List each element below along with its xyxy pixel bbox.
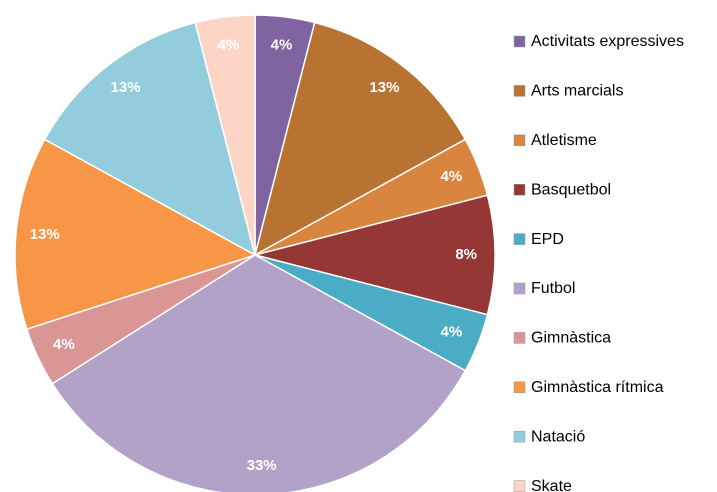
data-label: 4% bbox=[271, 36, 293, 53]
legend-swatch bbox=[513, 480, 526, 492]
legend-swatch bbox=[513, 430, 526, 443]
pie-slice bbox=[254, 194, 496, 316]
data-label: 33% bbox=[247, 457, 277, 474]
data-label: 13% bbox=[30, 226, 60, 243]
legend-swatch bbox=[513, 381, 526, 394]
legend-swatch bbox=[513, 282, 526, 295]
legend-swatch bbox=[513, 35, 526, 48]
data-label: 4% bbox=[53, 336, 75, 353]
legend-swatch bbox=[513, 134, 526, 147]
legend-swatch bbox=[513, 233, 526, 245]
legend-label: Skate bbox=[531, 478, 572, 492]
pie-slice bbox=[253, 21, 467, 257]
legend-swatch bbox=[513, 85, 526, 97]
data-label: 4% bbox=[441, 324, 463, 341]
data-label: 8% bbox=[455, 246, 477, 263]
data-label: 4% bbox=[218, 36, 240, 53]
legend-label: Atletisme bbox=[531, 132, 597, 149]
legend-label: Gimnàstica bbox=[531, 330, 611, 347]
legend-label: Natació bbox=[531, 428, 585, 445]
data-label: 4% bbox=[441, 168, 463, 185]
pie-slice bbox=[194, 14, 256, 256]
legend-label: Basquetbol bbox=[531, 181, 611, 198]
pie-slice bbox=[14, 138, 257, 331]
legend-label: Arts marcials bbox=[531, 83, 623, 100]
legend-label: EPD bbox=[531, 231, 564, 248]
legend-swatch bbox=[513, 183, 526, 196]
data-label: 13% bbox=[369, 79, 399, 96]
legend-swatch bbox=[513, 332, 526, 344]
data-label: 13% bbox=[111, 79, 141, 96]
legend-label: Futbol bbox=[531, 280, 575, 297]
pie-slice bbox=[51, 254, 467, 492]
pie-slice bbox=[43, 21, 257, 257]
legend-label: Gimnàstica rítmica bbox=[531, 379, 664, 396]
legend-label: Activitats expressives bbox=[531, 33, 684, 50]
